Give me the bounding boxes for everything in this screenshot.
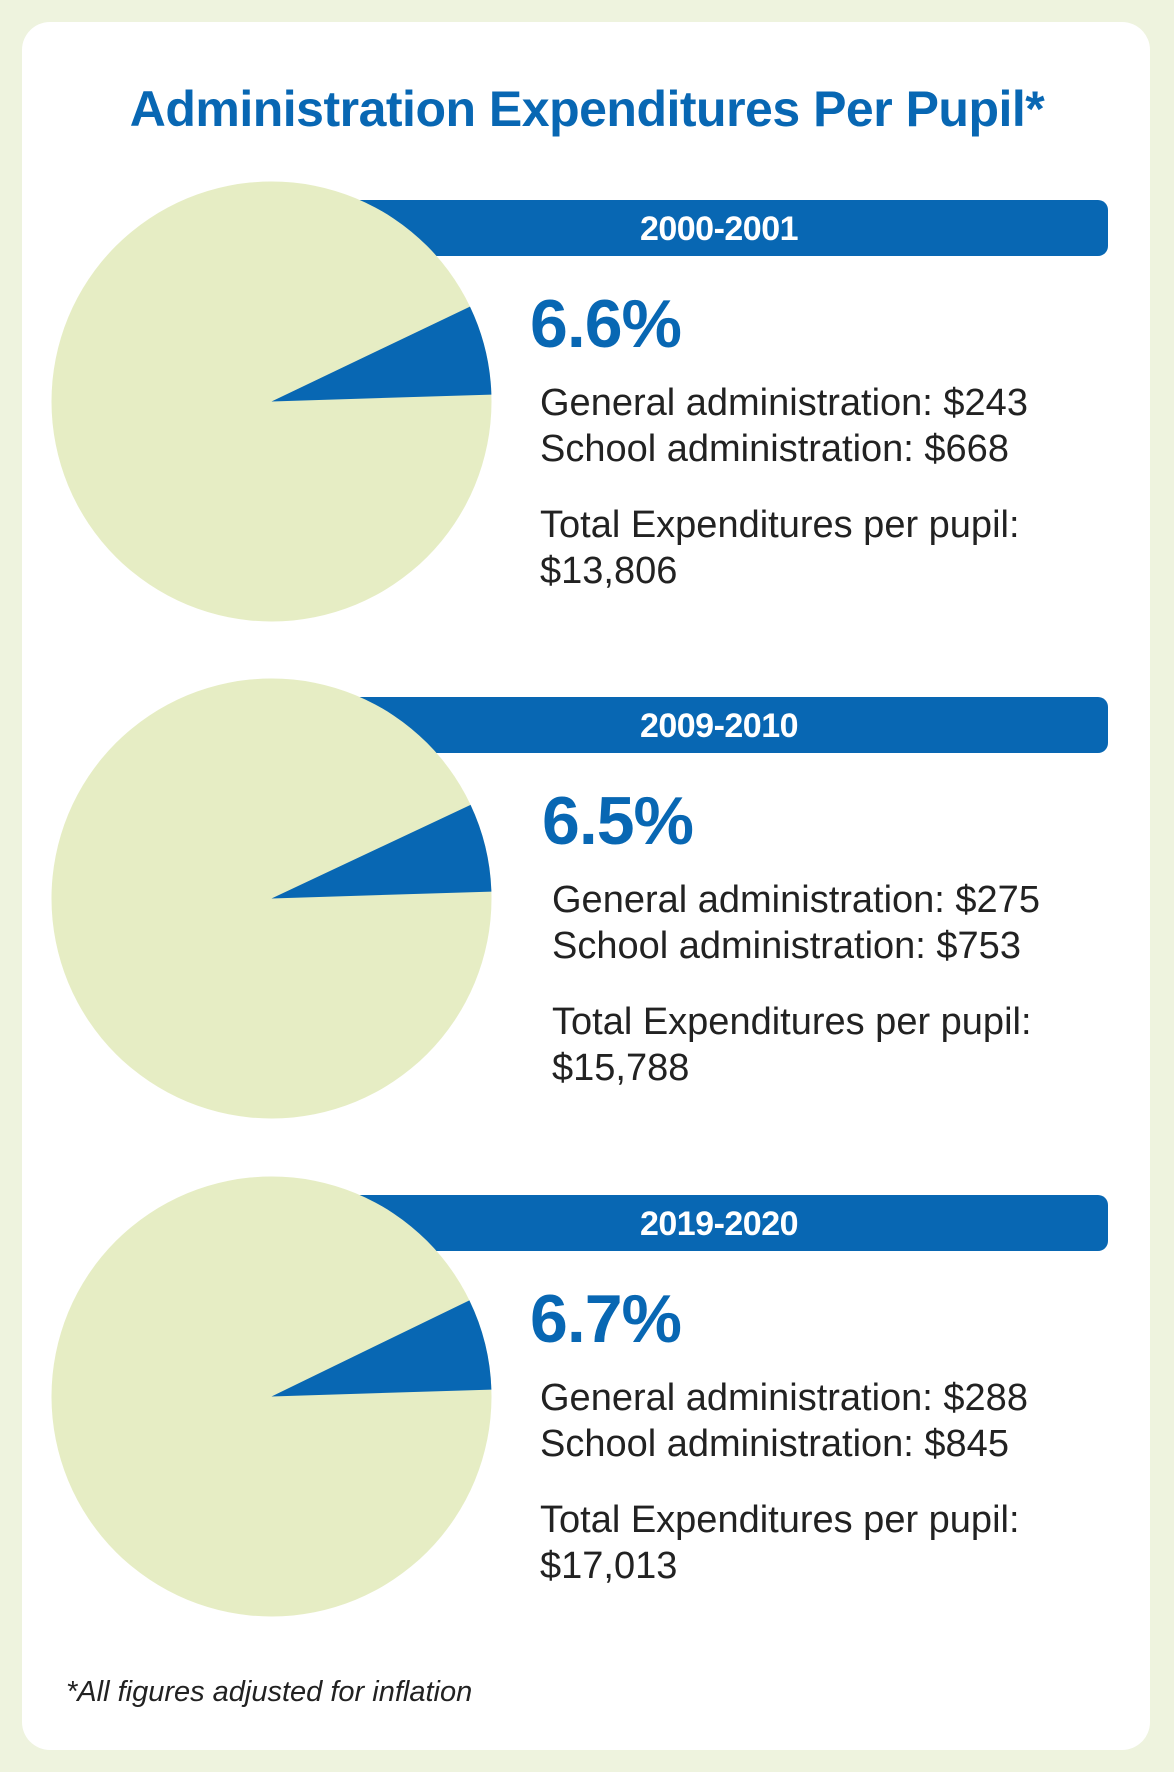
panel-2009-2010: 2009-2010 6.5% General administration: $… [0,677,1174,1137]
admin-details: General administration: $288 School admi… [540,1375,1028,1589]
total-label: Total Expenditures per pupil: [552,1001,1032,1043]
pie-chart [51,1176,492,1617]
admin-percent: 6.7% [530,1281,682,1357]
year-label: 2019-2020 [639,1205,799,1243]
general-admin-text: General administration: $275 [552,879,1040,921]
total-label: Total Expenditures per pupil: [540,504,1020,546]
footnote: *All figures adjusted for inflation [66,1676,473,1708]
school-admin-text: School administration: $753 [552,925,1021,967]
admin-percent: 6.6% [530,286,682,362]
total-value: $15,788 [552,1047,690,1089]
pie-chart [51,181,492,622]
total-value: $17,013 [540,1545,678,1587]
chart-title: Administration Expenditures Per Pupil* [129,81,1045,137]
total-value: $13,806 [540,550,678,592]
pie-admin-slice [271,306,492,402]
school-admin-text: School administration: $668 [540,428,1009,470]
admin-percent: 6.5% [542,783,694,859]
general-admin-text: General administration: $243 [540,382,1028,424]
panel-2000-2001: 2000-2001 6.6% General administration: $… [0,180,1174,640]
pie-admin-slice [271,1300,492,1397]
year-band: 2009-2010 [330,697,1108,753]
general-admin-text: General administration: $288 [540,1377,1028,1419]
year-band: 2019-2020 [330,1195,1108,1251]
admin-details: General administration: $243 School admi… [540,380,1028,594]
pie-chart [51,678,492,1119]
admin-details: General administration: $275 School admi… [552,877,1040,1091]
school-admin-text: School administration: $845 [540,1423,1009,1465]
year-label: 2000-2001 [639,210,799,248]
year-band: 2000-2001 [330,200,1108,256]
panel-2019-2020: 2019-2020 6.7% General administration: $… [0,1175,1174,1635]
total-label: Total Expenditures per pupil: [540,1499,1020,1541]
year-label: 2009-2010 [639,707,799,745]
pie-admin-slice [271,804,492,899]
